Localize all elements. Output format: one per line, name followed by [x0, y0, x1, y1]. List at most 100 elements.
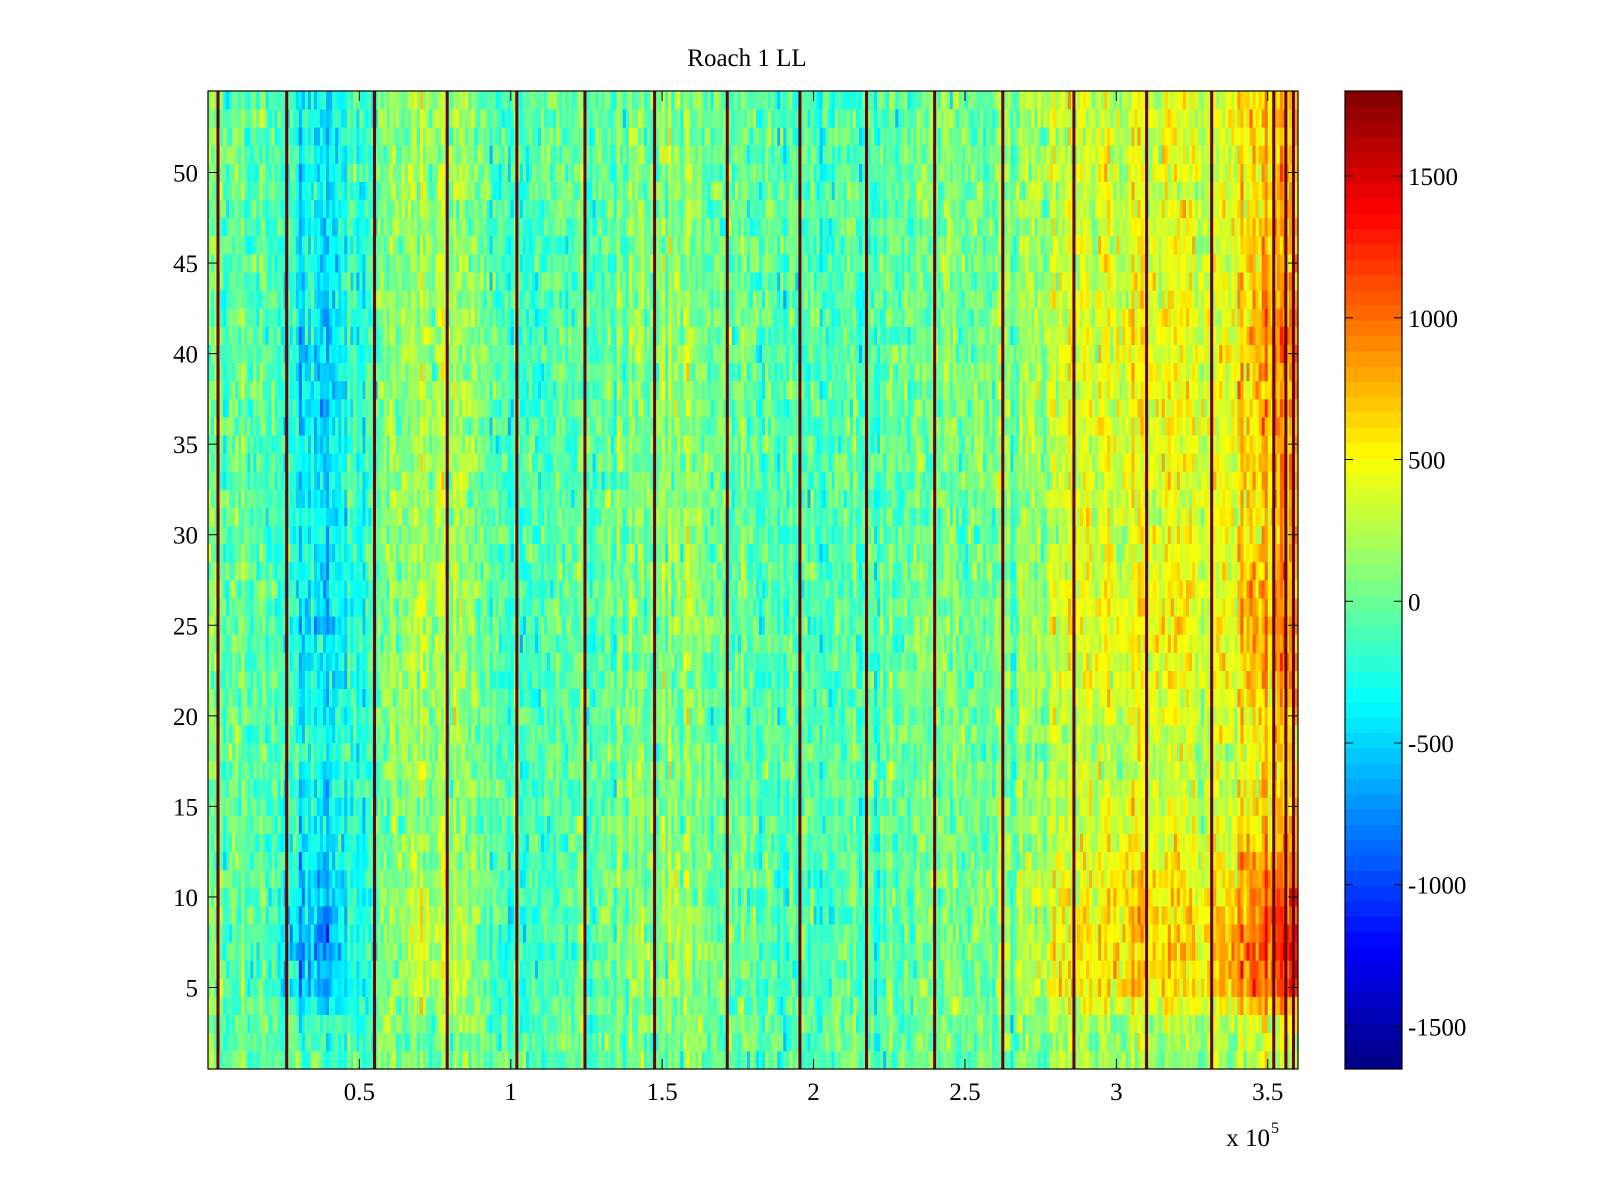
heatmap-cell	[468, 598, 472, 617]
heatmap-cell	[301, 199, 306, 219]
heatmap-cell	[332, 235, 336, 255]
heatmap-cell	[383, 724, 388, 744]
heatmap-cell	[416, 580, 421, 599]
heatmap-cell	[413, 344, 418, 364]
heatmap-cell	[271, 380, 276, 400]
heatmap-cell	[292, 598, 297, 617]
heatmap-cell	[268, 272, 272, 291]
heatmap-cell	[211, 670, 215, 690]
heatmap-cell	[211, 561, 215, 581]
heatmap-cell	[262, 1014, 266, 1034]
heatmap-cell	[250, 634, 254, 653]
heatmap-cell	[438, 598, 442, 617]
heatmap-cell	[426, 761, 430, 780]
heatmap-cell	[483, 217, 487, 237]
heatmap-cell	[310, 1050, 315, 1070]
heatmap-cell	[329, 580, 333, 599]
heatmap-cell	[271, 779, 276, 798]
heatmap-cell	[392, 489, 397, 508]
heatmap-cell	[304, 471, 309, 490]
heatmap-cell	[211, 761, 215, 780]
heatmap-cell	[465, 815, 469, 834]
heatmap-cell	[480, 290, 484, 309]
heatmap-cell	[317, 761, 321, 780]
heatmap-cell	[350, 706, 354, 726]
heatmap-cell	[426, 869, 430, 889]
heatmap-cell	[429, 254, 433, 273]
heatmap-cell	[389, 417, 394, 436]
heatmap-cell	[220, 235, 224, 255]
heatmap-cell	[477, 272, 481, 291]
heatmap-cell	[398, 453, 403, 472]
heatmap-cell	[380, 417, 385, 436]
heatmap-cell	[232, 1014, 236, 1034]
heatmap-cell	[307, 163, 312, 182]
heatmap-cell	[365, 543, 369, 563]
heatmap-cell	[298, 489, 303, 508]
heatmap-cell	[253, 1032, 257, 1052]
heatmap-cell	[398, 978, 403, 997]
heatmap-cell	[280, 254, 285, 273]
heatmap-cell	[268, 833, 272, 853]
heatmap-cell	[471, 181, 475, 201]
heatmap-cell	[274, 652, 279, 671]
heatmap-cell	[304, 942, 309, 961]
heatmap-cell	[298, 887, 303, 907]
heatmap-cell	[426, 489, 430, 508]
heatmap-cell	[238, 471, 242, 490]
heatmap-cell	[347, 942, 351, 961]
heatmap-cell	[404, 453, 409, 472]
heatmap-cell	[329, 235, 333, 255]
heatmap-cell	[365, 507, 369, 527]
heatmap-cell	[232, 398, 236, 418]
heatmap-cell	[344, 254, 348, 273]
heatmap-cell	[422, 670, 427, 690]
heatmap-cell	[429, 471, 433, 490]
heatmap-cell	[262, 598, 266, 617]
heatmap-cell	[292, 290, 297, 309]
heatmap-cell	[250, 380, 254, 400]
heatmap-cell	[462, 398, 466, 418]
heatmap-cell	[465, 598, 469, 617]
heatmap-cell	[307, 670, 312, 690]
heatmap-cell	[356, 815, 360, 834]
heatmap-cell	[395, 616, 400, 635]
heatmap-cell	[313, 471, 318, 490]
heatmap-cell	[407, 869, 412, 889]
heatmap-cell	[404, 887, 409, 907]
heatmap-cell	[286, 489, 291, 508]
heatmap-cell	[419, 561, 424, 581]
heatmap-cell	[392, 670, 397, 690]
heatmap-cell	[416, 996, 421, 1016]
heatmap-cell	[416, 145, 421, 164]
heatmap-cell	[338, 145, 342, 164]
heatmap-cell	[229, 417, 233, 436]
heatmap-cell	[462, 344, 466, 364]
heatmap-cell	[317, 706, 321, 726]
heatmap-cell	[359, 1014, 363, 1034]
heatmap-cell	[307, 942, 312, 961]
heatmap-cell	[344, 561, 348, 581]
heatmap-cell	[462, 779, 466, 798]
heatmap-cell	[386, 887, 391, 907]
heatmap-cell	[468, 869, 472, 889]
heatmap-cell	[326, 616, 330, 635]
heatmap-cell	[250, 199, 254, 219]
heatmap-cell	[220, 362, 224, 382]
heatmap-cell	[226, 181, 230, 201]
heatmap-cell	[389, 670, 394, 690]
heatmap-cell	[422, 525, 427, 545]
heatmap-cell	[289, 471, 294, 490]
heatmap-cell	[238, 815, 242, 834]
heatmap-cell	[362, 634, 366, 653]
heatmap-cell	[471, 906, 475, 925]
heatmap-cell	[453, 127, 457, 146]
heatmap-cell	[238, 254, 242, 273]
heatmap-cell	[465, 326, 469, 345]
heatmap-cell	[398, 145, 403, 164]
heatmap-cell	[410, 91, 415, 110]
heatmap-cell	[465, 652, 469, 671]
heatmap-cell	[480, 272, 484, 291]
heatmap-cell	[238, 1032, 242, 1052]
heatmap-cell	[419, 797, 424, 816]
